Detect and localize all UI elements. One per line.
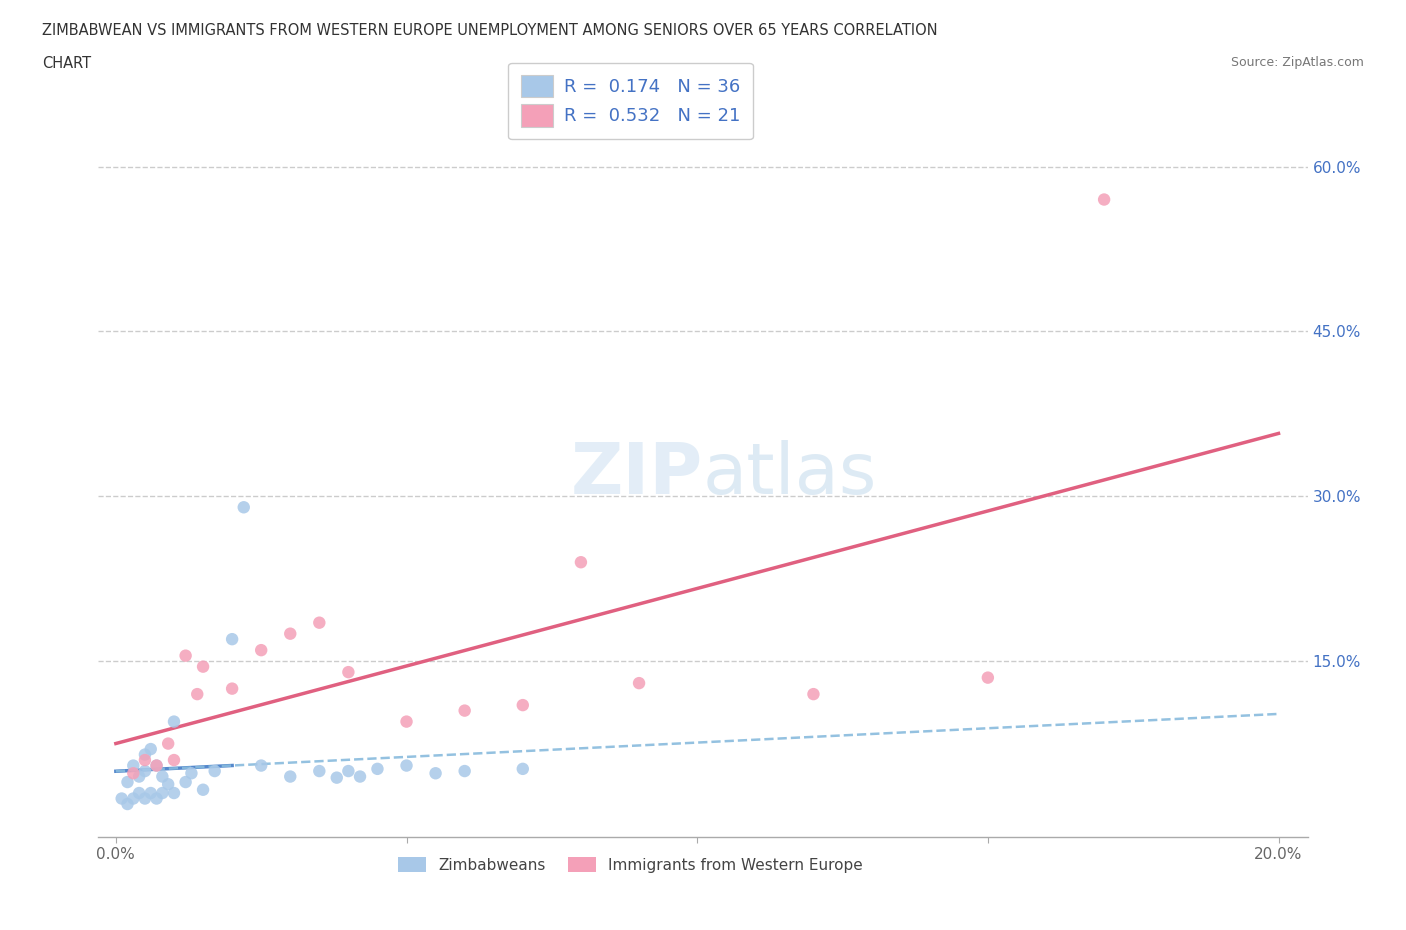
Point xyxy=(803,686,825,701)
Point xyxy=(453,764,475,778)
Point xyxy=(180,765,202,780)
Point xyxy=(122,791,145,806)
Point xyxy=(117,775,139,790)
Text: atlas: atlas xyxy=(703,440,877,509)
Point xyxy=(145,791,167,806)
Point xyxy=(139,741,162,756)
Point xyxy=(221,631,243,646)
Point xyxy=(204,764,226,778)
Point xyxy=(337,764,360,778)
Point xyxy=(395,714,418,729)
Point xyxy=(139,786,162,801)
Point xyxy=(163,786,186,801)
Point xyxy=(174,648,197,663)
Point xyxy=(366,762,388,777)
Point xyxy=(250,643,273,658)
Point xyxy=(128,786,150,801)
Point xyxy=(977,671,1000,685)
Point xyxy=(628,676,651,691)
Point xyxy=(191,659,214,674)
Point xyxy=(134,752,156,767)
Point xyxy=(122,765,145,780)
Point xyxy=(191,782,214,797)
Point xyxy=(122,758,145,773)
Point xyxy=(512,698,534,712)
Point xyxy=(134,791,156,806)
Point xyxy=(174,775,197,790)
Point xyxy=(221,681,243,696)
Point xyxy=(395,758,418,773)
Point xyxy=(150,786,173,801)
Point xyxy=(150,769,173,784)
Point xyxy=(453,703,475,718)
Point xyxy=(157,777,180,791)
Point xyxy=(163,752,186,767)
Point xyxy=(145,758,167,773)
Point xyxy=(337,665,360,680)
Point xyxy=(308,616,330,631)
Point xyxy=(1092,193,1115,207)
Text: ZIMBABWEAN VS IMMIGRANTS FROM WESTERN EUROPE UNEMPLOYMENT AMONG SENIORS OVER 65 : ZIMBABWEAN VS IMMIGRANTS FROM WESTERN EU… xyxy=(42,23,938,38)
Point xyxy=(117,797,139,812)
Point xyxy=(157,737,180,751)
Point xyxy=(134,764,156,778)
Point xyxy=(163,714,186,729)
Text: Source: ZipAtlas.com: Source: ZipAtlas.com xyxy=(1230,56,1364,69)
Legend: Zimbabweans, Immigrants from Western Europe: Zimbabweans, Immigrants from Western Eur… xyxy=(391,849,870,880)
Point xyxy=(232,499,254,514)
Point xyxy=(512,762,534,777)
Point xyxy=(308,764,330,778)
Point xyxy=(145,758,167,773)
Point xyxy=(326,770,349,785)
Text: ZIP: ZIP xyxy=(571,440,703,509)
Point xyxy=(128,769,150,784)
Point xyxy=(250,758,273,773)
Point xyxy=(569,555,592,570)
Text: CHART: CHART xyxy=(42,56,91,71)
Point xyxy=(186,686,208,701)
Point xyxy=(134,747,156,762)
Point xyxy=(278,769,301,784)
Point xyxy=(111,791,134,806)
Point xyxy=(425,765,447,780)
Point xyxy=(278,626,301,641)
Point xyxy=(349,769,371,784)
